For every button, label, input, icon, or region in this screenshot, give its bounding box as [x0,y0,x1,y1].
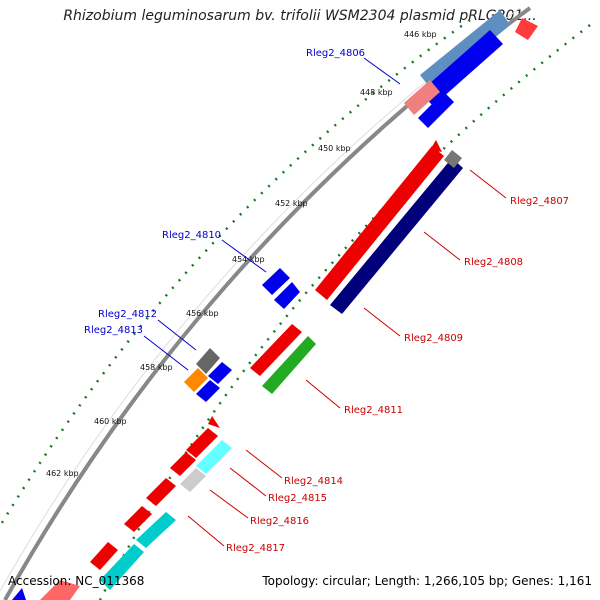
gene-4812-grey[interactable] [196,348,220,374]
leader-4808 [423,231,461,261]
accession-text: Accession: NC_011368 [8,574,145,588]
label-rleg2-4817[interactable]: Rleg2_4817 [226,543,285,554]
leader-4815 [229,467,267,497]
tick-452: 452 kbp [275,199,308,208]
tick-456: 456 kbp [186,309,219,318]
label-rleg2-4816[interactable]: Rleg2_4816 [250,516,309,527]
label-rleg2-4813[interactable]: Rleg2_4813 [84,325,143,336]
map-title: Rhizobium leguminosarum bv. trifolii WSM… [63,8,537,24]
gene-4810-b[interactable] [274,282,300,309]
tick-460: 460 kbp [94,417,127,426]
gene-4811-red[interactable] [250,324,302,376]
gene-4811-green[interactable] [262,336,316,394]
gene-red-c[interactable] [146,478,176,506]
gene-blue-c2[interactable] [196,380,220,402]
gene-4809[interactable] [330,158,463,314]
gene-4813-orange[interactable] [184,368,208,392]
leader-4809 [363,307,401,337]
gene-red-d[interactable] [124,506,152,532]
label-rleg2-4807[interactable]: Rleg2_4807 [510,196,569,207]
gene-4817[interactable] [136,512,176,548]
gene-blue-2[interactable] [418,92,454,128]
tick-458: 458 kbp [140,363,173,372]
gene-blue-c1[interactable] [208,362,232,384]
gene-4808[interactable] [315,146,444,300]
tick-450: 450 kbp [318,144,351,153]
backbone-ring [3,6,532,600]
gene-4814[interactable] [186,428,218,458]
leader-4810 [221,239,267,273]
tick-448: 448 kbp [360,88,393,97]
leader-4814 [245,449,283,479]
label-rleg2-4814[interactable]: Rleg2_4814 [284,476,343,487]
gene-steelblue[interactable] [420,10,510,90]
label-rleg2-4812[interactable]: Rleg2_4812 [98,309,157,320]
gene-grey-small[interactable] [444,150,462,168]
gene-cyan-e[interactable] [100,544,144,590]
tick-446: 446 kbp [404,30,437,39]
leader-4811 [305,379,341,409]
leader-4806 [363,57,401,85]
label-rleg2-4808[interactable]: Rleg2_4808 [464,257,523,268]
gene-4815[interactable] [196,440,232,474]
gene-red-a[interactable] [208,416,220,428]
gene-red-top[interactable] [515,18,538,40]
gene-blue-1[interactable] [420,30,503,106]
gc-track-inner [98,24,591,600]
tick-462: 462 kbp [46,469,79,478]
gene-red-b[interactable] [170,452,196,476]
gene-4807-cap[interactable] [430,140,442,152]
gene-blue-bottom[interactable] [12,588,26,600]
topology-summary: Topology: circular; Length: 1,266,105 bp… [262,574,592,588]
label-rleg2-4810[interactable]: Rleg2_4810 [162,230,221,241]
gene-red-e[interactable] [90,542,118,570]
leader-4817 [187,515,225,547]
gene-4810-a[interactable] [262,268,290,295]
gene-pink[interactable] [404,80,440,115]
label-rleg2-4806[interactable]: Rleg2_4806 [306,48,365,59]
gene-red-bottom[interactable] [40,580,80,600]
leader-4813 [143,335,189,371]
gene-4816[interactable] [180,468,206,492]
leader-4816 [209,489,249,519]
label-rleg2-4815[interactable]: Rleg2_4815 [268,493,327,504]
leader-4807 [469,169,507,199]
leader-4812 [157,319,197,351]
label-rleg2-4811[interactable]: Rleg2_4811 [344,405,403,416]
gc-track-outer [0,18,471,529]
label-rleg2-4809[interactable]: Rleg2_4809 [404,333,463,344]
